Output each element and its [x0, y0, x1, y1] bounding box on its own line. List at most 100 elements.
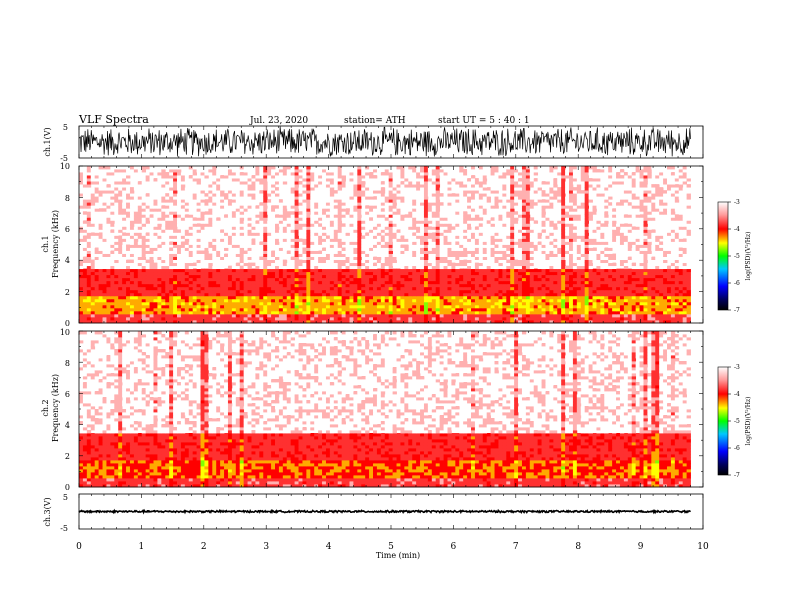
spectrogram-cell: [423, 223, 429, 227]
spectrogram-cell: [149, 298, 154, 303]
spectrogram-cell: [122, 244, 127, 248]
spectrogram-cell: [623, 235, 629, 239]
spectrogram-cell: [380, 247, 386, 251]
spectrogram-cell: [333, 268, 339, 273]
spectrogram-cell: [435, 274, 441, 279]
spectrogram-cell: [212, 253, 217, 257]
spectrogram-cell: [533, 319, 539, 324]
spectrogram-cell: [133, 262, 139, 267]
spectrogram-cell: [165, 238, 170, 242]
spectrogram-cell: [619, 292, 625, 297]
spectrogram-cell: [663, 262, 668, 267]
spectrogram-cell: [329, 316, 335, 321]
spectrogram-cell: [110, 316, 115, 321]
spectrogram-cell: [427, 289, 433, 294]
spectrogram-cell: [145, 304, 150, 309]
spectrogram-cell: [557, 319, 562, 324]
spectrogram-cell: [94, 310, 99, 315]
spectrogram-cell: [576, 310, 582, 315]
spectrogram-cell: [678, 241, 684, 245]
spectrogram-cell: [102, 289, 107, 294]
spectrogram-cell: [184, 259, 190, 264]
spectrogram-cell: [212, 235, 217, 239]
spectrogram-cell: [141, 301, 147, 306]
spectrogram-cell: [431, 301, 437, 306]
spectrogram-cell: [251, 295, 256, 300]
spectrogram-cell: [455, 241, 460, 245]
spectrogram-cell: [79, 238, 84, 242]
spectrogram-cell: [322, 259, 327, 264]
spectrogram-cell: [659, 253, 664, 257]
spectrogram-cell: [133, 229, 139, 233]
spectrogram-cell: [678, 262, 684, 267]
spectrogram-cell: [161, 310, 166, 315]
spectrogram-cell: [341, 292, 346, 297]
spectrogram-cell: [294, 226, 299, 230]
spectrogram-cell: [341, 319, 346, 324]
spectrogram-cell: [118, 229, 123, 233]
spectrogram-cell: [349, 304, 354, 309]
spectrogram-cell: [569, 268, 574, 273]
spectrogram-cell: [521, 250, 527, 254]
spectrogram-cell: [431, 319, 437, 324]
spectrogram-cell: [196, 304, 201, 309]
spectrogram-cell: [282, 292, 288, 297]
spectrogram-cell: [557, 262, 562, 267]
spectrogram-cell: [514, 271, 519, 276]
spectrogram-cell: [149, 283, 154, 288]
spectrogram-cell: [337, 319, 343, 324]
spectrogram-cell: [651, 229, 656, 233]
spectrogram-cell: [161, 280, 166, 285]
spectrogram-cell: [353, 259, 358, 264]
spectrogram-cell: [553, 241, 558, 245]
spectrogram-cell: [239, 259, 245, 264]
spectrogram-cell: [137, 262, 143, 267]
spectrogram-cell: [204, 307, 209, 312]
spectrogram-cell: [286, 262, 292, 267]
spectrogram-cell: [243, 298, 248, 303]
spectrogram-cell: [486, 307, 491, 312]
spectrogram-cell: [126, 289, 131, 294]
spectrogram-cell: [384, 292, 390, 297]
spectrogram-cell: [118, 280, 123, 285]
spectrogram-cell: [145, 268, 150, 273]
spectrogram-cell: [616, 259, 621, 264]
spectrogram-cell: [667, 295, 672, 300]
spectrogram-cell: [474, 250, 480, 254]
spectrogram-cell: [184, 295, 190, 300]
spectrogram-cell: [674, 262, 680, 267]
spectrogram-cell: [674, 229, 680, 233]
spectrogram-cell: [267, 298, 272, 303]
spectrogram-cell: [145, 241, 150, 245]
spectrogram-cell: [177, 280, 182, 285]
spectrogram-cell: [537, 292, 542, 297]
spectrogram-cell: [384, 265, 390, 270]
spectrogram-cell: [161, 295, 166, 300]
spectrogram-cell: [490, 229, 495, 233]
spectrogram-cell: [400, 256, 405, 260]
spectrogram-cell: [435, 277, 441, 282]
spectrogram-cell: [98, 280, 103, 285]
spectrogram-cell: [79, 286, 84, 291]
spectrogram-cell: [545, 316, 550, 321]
spectrogram-cell: [514, 259, 519, 264]
spectrogram-cell: [537, 298, 542, 303]
spectrogram-cell: [98, 256, 103, 260]
spectrogram-cell: [322, 265, 327, 270]
spectrogram-cell: [216, 307, 221, 312]
spectrogram-cell: [584, 283, 589, 288]
spectrogram-cell: [549, 229, 554, 233]
spectrogram-cell: [423, 316, 429, 321]
spectrogram-cell: [325, 280, 331, 285]
spectrogram-cell: [388, 310, 393, 315]
spectrogram-cell: [631, 319, 637, 324]
spectrogram-cell: [110, 268, 115, 273]
spectrogram-cell: [341, 271, 346, 276]
spectrogram-cell: [463, 253, 468, 257]
spectrogram-cell: [408, 268, 413, 273]
spectrogram-cell: [110, 244, 115, 248]
spectrogram-cell: [612, 223, 617, 227]
spectrogram-cell: [141, 295, 147, 300]
spectrogram-cell: [506, 259, 511, 264]
spectrogram-cell: [533, 238, 539, 242]
